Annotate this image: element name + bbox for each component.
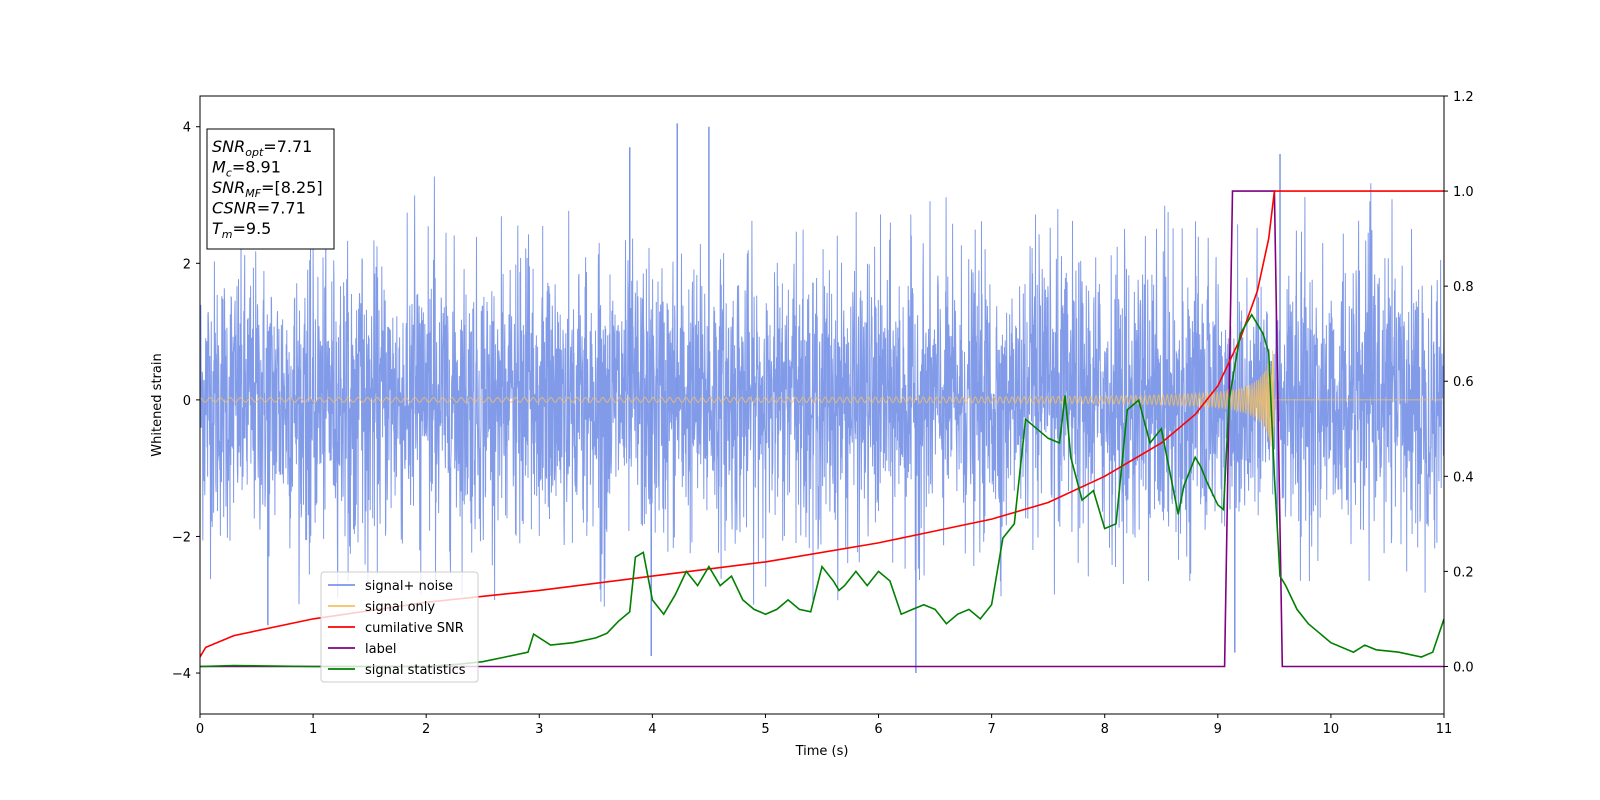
x-tick-label: 9	[1214, 722, 1222, 737]
y-axis-label: Whitened strain	[150, 353, 165, 456]
y2-tick-label: 0.6	[1453, 375, 1474, 390]
x-tick-label: 6	[874, 722, 882, 737]
x-tick-label: 3	[535, 722, 543, 737]
y-tick-label: −4	[172, 667, 191, 682]
x-tick-label: 0	[196, 722, 204, 737]
x-tick-label: 2	[422, 722, 430, 737]
annotation-line: SNRMF=[8.25]	[212, 178, 323, 200]
y-tick-label: 4	[183, 121, 191, 136]
legend-entry: label	[365, 642, 396, 657]
x-tick-label: 11	[1436, 722, 1453, 737]
annotation-line: Mc=8.91	[212, 158, 281, 180]
series-signal-only	[200, 350, 1444, 454]
annotation-line: Tm=9.5	[212, 219, 271, 241]
x-tick-label: 4	[648, 722, 656, 737]
metrics-annotation-box: SNRopt=7.71Mc=8.91SNRMF=[8.25]CSNR=7.71T…	[206, 128, 335, 250]
annotation-line: CSNR=7.71	[212, 199, 306, 218]
y-tick-label: −2	[172, 530, 191, 545]
x-tick-label: 8	[1101, 722, 1109, 737]
x-tick-label: 10	[1323, 722, 1340, 737]
legend-entry: signal statistics	[365, 663, 466, 678]
y2-tick-label: 0.0	[1453, 660, 1474, 675]
plot-area	[200, 123, 1444, 674]
y2-tick-label: 1.2	[1453, 90, 1474, 105]
y-tick-label: 2	[183, 257, 191, 272]
legend: signal+ noise signal only cumilative SNR la…	[320, 571, 479, 683]
y2-tick-label: 0.8	[1453, 280, 1474, 295]
x-axis-label: Time (s)	[795, 744, 849, 759]
y2-tick-label: 1.0	[1453, 185, 1474, 200]
y2-tick-label: 0.4	[1453, 470, 1474, 485]
y2-tick-label: 0.2	[1453, 565, 1474, 580]
legend-entry: signal+ noise	[365, 579, 453, 594]
annotation-line: SNRopt=7.71	[212, 137, 312, 159]
series-label	[200, 190, 1444, 668]
axes: 0 1 2 3 4 5 6 7 8 9 10 11 −4 −2 0 2 4 0.0 0.2 0.4 0.6 0.8 1.0 1…	[172, 90, 1474, 737]
legend-entry: cumilative SNR	[365, 621, 464, 636]
legend-entry: signal only	[365, 600, 435, 615]
x-tick-label: 7	[987, 722, 995, 737]
x-tick-label: 1	[309, 722, 317, 737]
series-signal-noise	[200, 176, 1444, 607]
series-signal-statistics	[200, 313, 1444, 668]
x-tick-label: 5	[761, 722, 769, 737]
y-tick-label: 0	[183, 394, 191, 409]
plot-frame	[199, 95, 1445, 715]
